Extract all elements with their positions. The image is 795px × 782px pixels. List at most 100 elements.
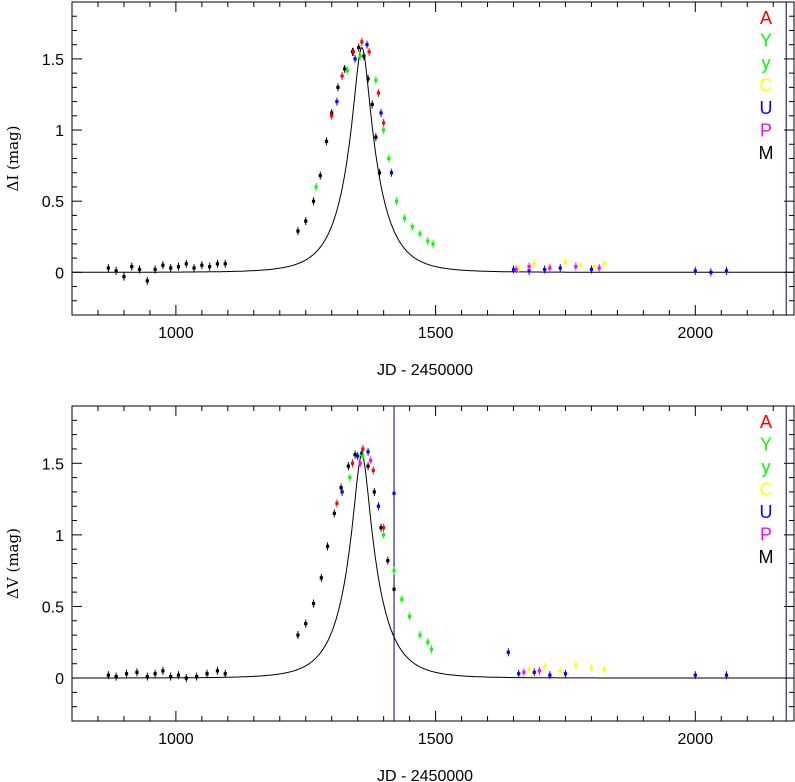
- legend-entry-U: U: [760, 98, 773, 118]
- data-point: [418, 633, 422, 637]
- data-point: [176, 673, 181, 677]
- data-point: [345, 68, 349, 72]
- x-tick-label: 1500: [418, 731, 454, 748]
- data-point: [517, 672, 521, 676]
- data-point: [223, 672, 227, 676]
- data-point: [223, 262, 227, 266]
- data-point: [426, 239, 430, 243]
- data-point: [377, 171, 382, 175]
- data-point: [169, 266, 173, 270]
- data-point: [169, 675, 173, 679]
- data-point: [145, 279, 149, 283]
- legend-entry-M: M: [759, 547, 774, 567]
- data-point: [318, 173, 322, 178]
- data-point: [408, 614, 412, 619]
- y-tick-label: 1.5: [42, 456, 64, 473]
- data-point: [563, 672, 568, 676]
- series-M: [106, 449, 396, 683]
- data-point: [215, 669, 220, 673]
- data-point: [371, 468, 375, 473]
- model-curve: [72, 453, 794, 679]
- data-point: [532, 670, 536, 674]
- data-point: [195, 675, 199, 679]
- data-point: [343, 67, 347, 71]
- data-point: [574, 663, 578, 667]
- data-point: [527, 667, 531, 672]
- data-point: [336, 85, 340, 89]
- data-point: [357, 45, 361, 50]
- legend-entry-C: C: [760, 480, 773, 500]
- y-tick-label: 1: [55, 528, 64, 545]
- data-point: [558, 669, 562, 673]
- data-point: [340, 74, 344, 78]
- x-tick-label: 2000: [678, 731, 714, 748]
- data-point: [366, 77, 370, 81]
- data-point: [353, 57, 357, 61]
- data-point: [176, 265, 181, 269]
- data-point: [106, 673, 110, 677]
- data-point: [153, 267, 157, 272]
- plot-frame: [71, 1, 795, 316]
- data-point: [208, 265, 212, 269]
- data-point: [369, 458, 373, 463]
- data-point: [514, 267, 518, 272]
- x-axis-label: JD - 2450000: [377, 768, 473, 782]
- data-point: [522, 670, 526, 674]
- data-point: [382, 128, 386, 132]
- data-point: [346, 464, 350, 468]
- data-point: [400, 597, 404, 601]
- data-point: [597, 266, 601, 270]
- y-axis-label: ΔV (mag): [4, 528, 22, 599]
- data-point: [543, 664, 547, 669]
- data-point: [395, 199, 399, 203]
- data-point: [114, 269, 118, 273]
- legend-entry-P: P: [760, 121, 772, 141]
- data-point: [418, 232, 422, 236]
- series-A: [330, 37, 386, 127]
- data-point: [137, 267, 142, 272]
- series-P: [514, 262, 601, 274]
- legend-entry-U: U: [760, 502, 773, 522]
- data-point: [709, 270, 713, 274]
- data-point: [161, 263, 165, 267]
- model-curve: [72, 46, 794, 273]
- data-point: [311, 199, 316, 203]
- plot-frame: [71, 405, 795, 722]
- data-point: [296, 633, 300, 637]
- data-point: [184, 676, 188, 680]
- y-axis-label: ΔI (mag): [4, 126, 22, 192]
- x-tick-label: 1000: [158, 325, 194, 342]
- data-point: [506, 650, 510, 654]
- data-point: [215, 262, 220, 266]
- data-point: [589, 666, 594, 670]
- x-tick-label: 2000: [678, 325, 714, 342]
- data-point: [358, 54, 362, 58]
- data-point: [351, 50, 356, 54]
- data-point: [353, 453, 357, 457]
- data-point: [579, 263, 583, 267]
- legend-entry-A: A: [760, 8, 772, 28]
- legend-entry-Y: Y: [760, 435, 772, 455]
- data-point: [602, 262, 607, 266]
- legend-entry-y: y: [762, 53, 771, 73]
- data-point: [693, 269, 697, 273]
- legend-entry-Y: Y: [760, 31, 772, 51]
- data-point: [348, 475, 352, 480]
- data-point: [325, 544, 330, 548]
- series-A: [335, 444, 386, 532]
- data-point: [361, 447, 365, 451]
- data-point: [376, 91, 381, 95]
- data-point: [339, 486, 343, 490]
- data-point: [335, 99, 339, 104]
- data-point: [340, 490, 344, 494]
- legend-entry-M: M: [759, 143, 774, 163]
- data-point: [145, 675, 149, 679]
- x-axis-label: JD - 2450000: [377, 362, 473, 379]
- data-point: [382, 121, 386, 125]
- data-point: [392, 569, 396, 573]
- data-point: [360, 40, 364, 44]
- data-point: [693, 673, 697, 677]
- data-point: [392, 587, 396, 591]
- data-point: [374, 78, 378, 82]
